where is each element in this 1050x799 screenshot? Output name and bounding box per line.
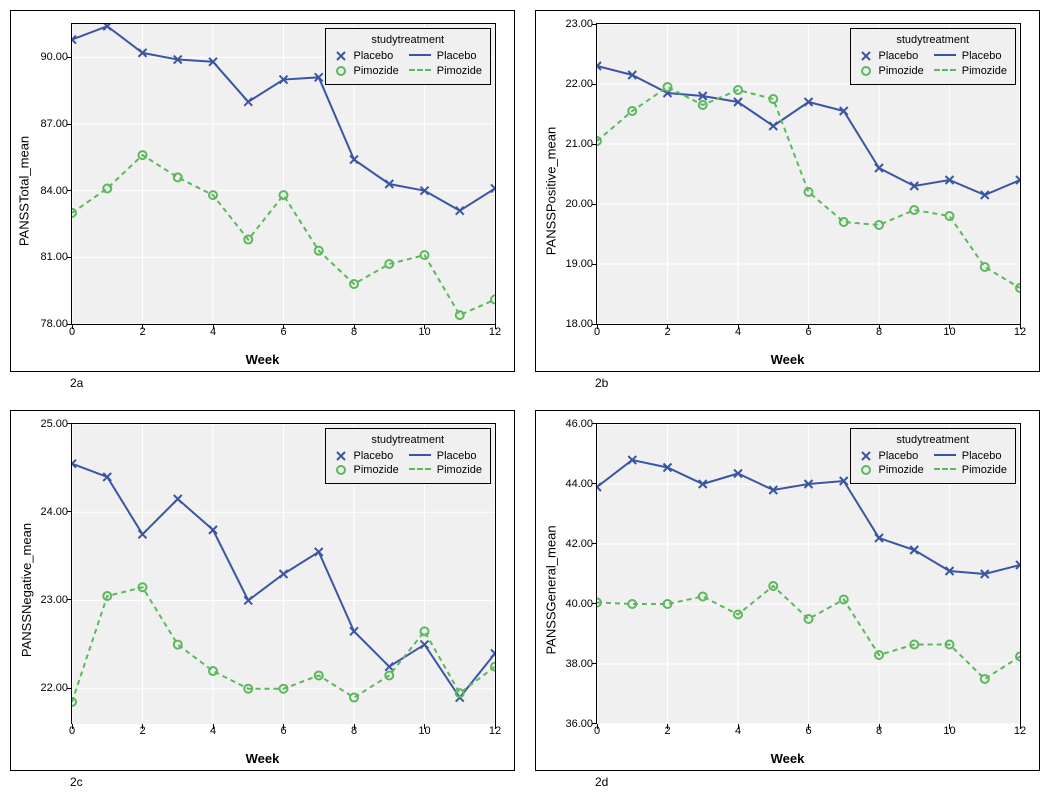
legend: studytreatmentPlaceboPimozidePlaceboPimo… [325, 428, 492, 485]
legend: studytreatmentPlaceboPimozidePlaceboPimo… [850, 28, 1017, 85]
chart-frame: PANSSNegative_mean Week 02468101222.0023… [10, 410, 515, 772]
line-swatch-icon [409, 69, 431, 73]
x-axis-label: Week [246, 352, 280, 367]
circle-marker-icon [859, 64, 873, 78]
legend-series-label: Pimozide [437, 463, 482, 477]
legend-series-label: Pimozide [962, 463, 1007, 477]
chart-frame: PANSSPositive_mean Week 02468101218.0019… [535, 10, 1040, 372]
x-marker-icon [334, 449, 348, 463]
x-marker-icon [334, 49, 348, 63]
legend-series-label: Placebo [962, 49, 1002, 63]
legend-title: studytreatment [859, 433, 1008, 447]
legend-series-label: Placebo [354, 49, 394, 63]
panel-2b: PANSSPositive_mean Week 02468101218.0019… [535, 10, 1040, 390]
line-swatch-icon [409, 468, 431, 472]
chart-frame: PANSSTotal_mean Week 02468101278.0081.00… [10, 10, 515, 372]
legend-series-label: Pimozide [354, 463, 399, 477]
chart-frame: PANSSGeneral_mean Week 02468101236.0038.… [535, 410, 1040, 772]
panel-caption: 2b [535, 376, 1040, 390]
legend-series-label: Pimozide [879, 463, 924, 477]
plot-area: 02468101222.0023.0024.0025.00studytreatm… [71, 423, 496, 725]
legend-title: studytreatment [859, 33, 1008, 47]
x-axis-label: Week [771, 352, 805, 367]
panel-caption: 2a [10, 376, 515, 390]
line-swatch-icon [934, 54, 956, 58]
circle-marker-icon [859, 463, 873, 477]
legend-series-label: Placebo [437, 49, 477, 63]
x-axis-label: Week [771, 751, 805, 766]
y-axis-label: PANSSNegative_mean [19, 523, 34, 657]
legend-series-label: Placebo [879, 49, 919, 63]
legend-title: studytreatment [334, 433, 483, 447]
legend: studytreatmentPlaceboPimozidePlaceboPimo… [850, 428, 1017, 485]
line-swatch-icon [934, 69, 956, 73]
legend-series-label: Placebo [962, 449, 1002, 463]
x-axis-label: Week [246, 751, 280, 766]
line-swatch-icon [409, 54, 431, 58]
legend-series-label: Pimozide [962, 64, 1007, 78]
panel-2c: PANSSNegative_mean Week 02468101222.0023… [10, 410, 515, 790]
chart-grid: PANSSTotal_mean Week 02468101278.0081.00… [10, 10, 1040, 789]
legend-series-label: Pimozide [879, 64, 924, 78]
legend-series-label: Placebo [437, 449, 477, 463]
line-swatch-icon [934, 468, 956, 472]
line-swatch-icon [409, 454, 431, 458]
y-axis-label: PANSSGeneral_mean [543, 526, 558, 655]
y-axis-label: PANSSPositive_mean [543, 127, 558, 255]
x-marker-icon [859, 49, 873, 63]
circle-marker-icon [334, 463, 348, 477]
legend-series-label: Pimozide [354, 64, 399, 78]
panel-2d: PANSSGeneral_mean Week 02468101236.0038.… [535, 410, 1040, 790]
panel-2a: PANSSTotal_mean Week 02468101278.0081.00… [10, 10, 515, 390]
line-swatch-icon [934, 454, 956, 458]
panel-caption: 2c [10, 775, 515, 789]
circle-marker-icon [334, 64, 348, 78]
y-axis-label: PANSSTotal_mean [17, 136, 32, 246]
plot-area: 02468101236.0038.0040.0042.0044.0046.00s… [596, 423, 1021, 725]
plot-area: 02468101218.0019.0020.0021.0022.0023.00s… [596, 23, 1021, 325]
legend-series-label: Placebo [879, 449, 919, 463]
panel-caption: 2d [535, 775, 1040, 789]
legend-title: studytreatment [334, 33, 483, 47]
plot-area: 02468101278.0081.0084.0087.0090.00studyt… [71, 23, 496, 325]
legend-series-label: Placebo [354, 449, 394, 463]
x-marker-icon [859, 449, 873, 463]
legend: studytreatmentPlaceboPimozidePlaceboPimo… [325, 28, 492, 85]
legend-series-label: Pimozide [437, 64, 482, 78]
